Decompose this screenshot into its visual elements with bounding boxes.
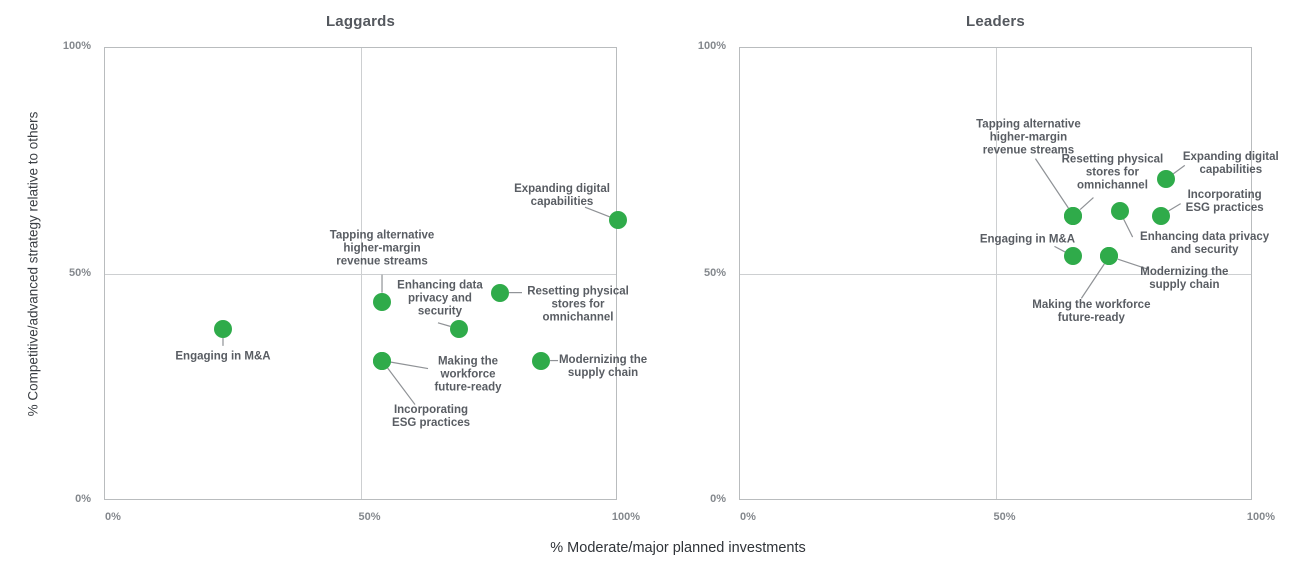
leader-line — [1168, 203, 1181, 212]
y-tick-label: 100% — [697, 40, 726, 52]
x-tick-label: 0% — [105, 511, 121, 523]
data-point-label: Engaging in M&A — [979, 233, 1076, 246]
chart-title-laggards: Laggards — [325, 13, 396, 30]
data-point-dot — [491, 283, 509, 302]
data-point-dot — [373, 292, 392, 311]
x-tick-label: 50% — [993, 511, 1016, 523]
data-point-dot — [1064, 247, 1083, 266]
data-point-dot — [609, 211, 627, 230]
y-tick-label: 0% — [710, 493, 726, 505]
x-tick-label: 0% — [740, 511, 756, 523]
data-point-label: Modernizing the supply chain — [558, 353, 648, 379]
x-axis-title: % Moderate/major planned investments — [550, 540, 806, 556]
gridline-horizontal-50 — [105, 273, 616, 275]
data-point-dot — [213, 319, 232, 338]
data-point-label: Tapping alternative higher-margin revenu… — [329, 229, 435, 268]
data-point-dot — [1151, 206, 1170, 225]
data-point-dot — [532, 351, 551, 370]
y-tick-label: 0% — [75, 493, 91, 505]
leader-line — [437, 322, 451, 327]
data-point-label: Resetting physical stores for omnichanne… — [527, 285, 629, 324]
data-point-dot — [1100, 247, 1119, 266]
leaders-chart-plot-area: Leaders 0% 50% 100% 0% 50% 100% Tapping altern… — [698, 13, 1279, 523]
data-point-dot — [1156, 170, 1175, 189]
laggards-chart-plot-area: Laggards 0% 50% 100% 0% 50% 100% Engaging in M… — [63, 13, 647, 523]
data-point-label: Making the workforce future-ready — [1032, 299, 1151, 325]
data-point-dot — [1064, 206, 1083, 225]
data-point-label: Engaging in M&A — [175, 350, 271, 363]
leader-line — [1079, 197, 1094, 211]
data-point-label: Tapping alternative higher-margin revenu… — [976, 118, 1081, 157]
gridline-horizontal-50 — [740, 273, 1251, 275]
data-point-label: Enhancing data privacy and security — [1140, 231, 1270, 257]
data-point-label: Incorporating ESG practices — [1185, 188, 1264, 214]
x-tick-label: 100% — [611, 511, 641, 523]
data-point-dot — [1110, 202, 1129, 221]
data-point-label: Expanding digital capabilities — [514, 183, 610, 209]
y-tick-label: 50% — [68, 266, 91, 279]
data-point-label: Modernizing the supply chain — [1140, 266, 1229, 292]
leader-line — [390, 361, 429, 370]
x-tick-label: 50% — [358, 511, 381, 523]
data-point-label: Incorporating ESG practices — [392, 403, 471, 429]
data-point-label: Enhancing data privacy and security — [397, 279, 483, 318]
y-tick-label: 100% — [62, 40, 91, 52]
leader-line — [386, 367, 416, 405]
y-axis-title: % Competitive/advanced strategy relative… — [25, 111, 41, 417]
chart-title-leaders: Leaders — [966, 13, 1025, 30]
data-point-dot — [373, 351, 392, 370]
leader-line — [1123, 218, 1134, 238]
y-tick-label: 50% — [703, 266, 726, 279]
x-tick-label: 100% — [1246, 511, 1276, 523]
data-point-label: Expanding digital capabilities — [1182, 151, 1279, 177]
data-point-label: Resetting physical stores for omnichanne… — [1061, 153, 1164, 192]
data-point-label: Making the workforce future-ready — [434, 355, 502, 394]
data-point-dot — [449, 319, 468, 338]
leader-line — [1080, 263, 1105, 299]
